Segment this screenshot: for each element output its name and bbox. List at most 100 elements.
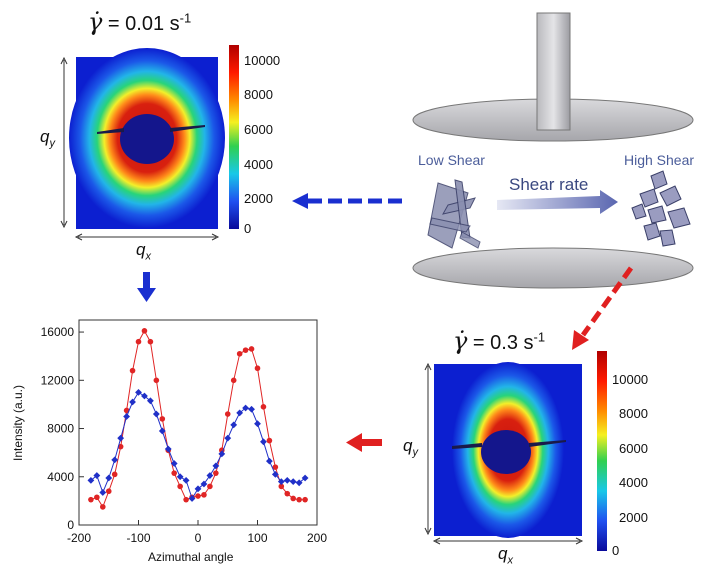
data-point (129, 398, 136, 406)
rate-value: = 0.01 s (102, 13, 180, 35)
data-point (152, 410, 160, 418)
data-point (147, 338, 154, 345)
cb-tick: 2000 (244, 191, 273, 206)
azimuthal-intensity-chart: -200 -100 0 100 200 0 4000 8000 12000 16000 (41, 319, 327, 545)
beamstop-holder-right (170, 125, 205, 132)
series-line-0 (90, 329, 306, 509)
data-point (176, 473, 184, 481)
cb-tick: 8000 (619, 406, 648, 421)
data-point (224, 434, 232, 442)
y-tick-label: 4000 (47, 470, 74, 484)
cb-tick: 4000 (619, 475, 648, 490)
data-point (254, 420, 261, 428)
data-point (183, 496, 189, 503)
data-point (302, 496, 308, 503)
data-point (135, 338, 142, 345)
axis-subscript: y (412, 446, 418, 459)
data-point (141, 328, 148, 334)
cb-tick: 6000 (619, 441, 648, 456)
data-point (171, 470, 177, 476)
gamma-dot-symbol: γ̇ (88, 8, 103, 36)
shear-rate-arrow (497, 190, 618, 214)
q-axes-top-left (60, 56, 220, 241)
data-point (296, 496, 302, 503)
data-point (248, 346, 255, 352)
x-tick-label: 200 (307, 531, 327, 545)
data-point (93, 472, 101, 479)
data-point (94, 494, 100, 501)
data-point (206, 472, 214, 479)
qx-label-top-left: qx (136, 240, 151, 262)
saxs-pattern-low-shear (69, 48, 225, 229)
data-point (212, 462, 220, 470)
cb-tick: 10000 (244, 53, 281, 68)
data-point (164, 445, 172, 453)
saxs-pattern-high-shear (434, 362, 582, 538)
y-tick-label: 8000 (47, 422, 74, 436)
colorbar-bottom-right (597, 351, 607, 551)
shear-rate-label: Shear rate (509, 175, 589, 194)
red-dashed-arrow (572, 266, 634, 350)
data-point (200, 480, 208, 488)
data-point (260, 438, 267, 446)
x-tick-label: -200 (67, 531, 91, 545)
q-axes-bottom-right (424, 362, 584, 545)
data-point (123, 413, 130, 420)
x-tick-label: -100 (126, 531, 150, 545)
red-left-arrow (346, 433, 382, 452)
x-tick-label: 100 (247, 531, 267, 545)
rate-exponent: -1 (533, 329, 546, 345)
axis-letter: q (136, 240, 146, 259)
bottom-plate (412, 247, 694, 289)
data-point (153, 377, 160, 384)
data-point (195, 493, 201, 499)
beamstop-holder-right (529, 440, 566, 447)
data-point (218, 450, 226, 458)
data-point (105, 474, 113, 482)
data-point (88, 496, 94, 503)
data-point (100, 504, 106, 510)
chart-x-label: Azimuthal angle (148, 550, 234, 564)
data-point (289, 478, 297, 485)
data-point (177, 483, 183, 490)
data-point (242, 404, 249, 412)
data-point (260, 404, 267, 410)
data-point (141, 392, 148, 400)
rheometer-shaft (536, 12, 571, 131)
data-point (301, 474, 309, 482)
data-point (207, 483, 213, 490)
data-point (99, 489, 107, 496)
qy-label-top-left: qy (40, 127, 55, 149)
axis-letter: q (498, 544, 508, 563)
qx-label-bottom-right: qx (498, 544, 513, 566)
data-point (188, 495, 196, 502)
qy-label-bottom-right: qy (403, 436, 418, 458)
high-shear-label: High Shear (624, 152, 695, 168)
cb-tick: 8000 (244, 87, 273, 102)
data-point (284, 490, 291, 497)
data-point (117, 434, 125, 442)
rate-value: = 0.3 s (467, 332, 534, 354)
data-point (236, 409, 244, 417)
data-point (201, 492, 207, 498)
low-shear-label: Low Shear (418, 152, 485, 168)
rate-exponent: -1 (179, 10, 192, 26)
high-shear-fragments (631, 170, 691, 247)
y-tick-label: 12000 (41, 373, 75, 387)
cb-tick: 0 (612, 543, 620, 558)
data-point (254, 365, 261, 372)
axis-subscript: x (507, 554, 513, 567)
data-point (147, 397, 154, 405)
data-point (135, 388, 142, 396)
data-point (87, 476, 95, 484)
data-point (283, 476, 291, 484)
axis-letter: q (403, 436, 413, 455)
beamstop-holder-left (97, 128, 124, 134)
shear-rate-label-low: γ̇ = 0.01 s-1 (88, 8, 191, 36)
cb-tick: 6000 (244, 122, 273, 137)
data-point (230, 421, 238, 429)
data-point (295, 479, 303, 487)
data-point (290, 495, 297, 502)
shear-rate-label-high: γ̇ = 0.3 s-1 (453, 327, 545, 355)
